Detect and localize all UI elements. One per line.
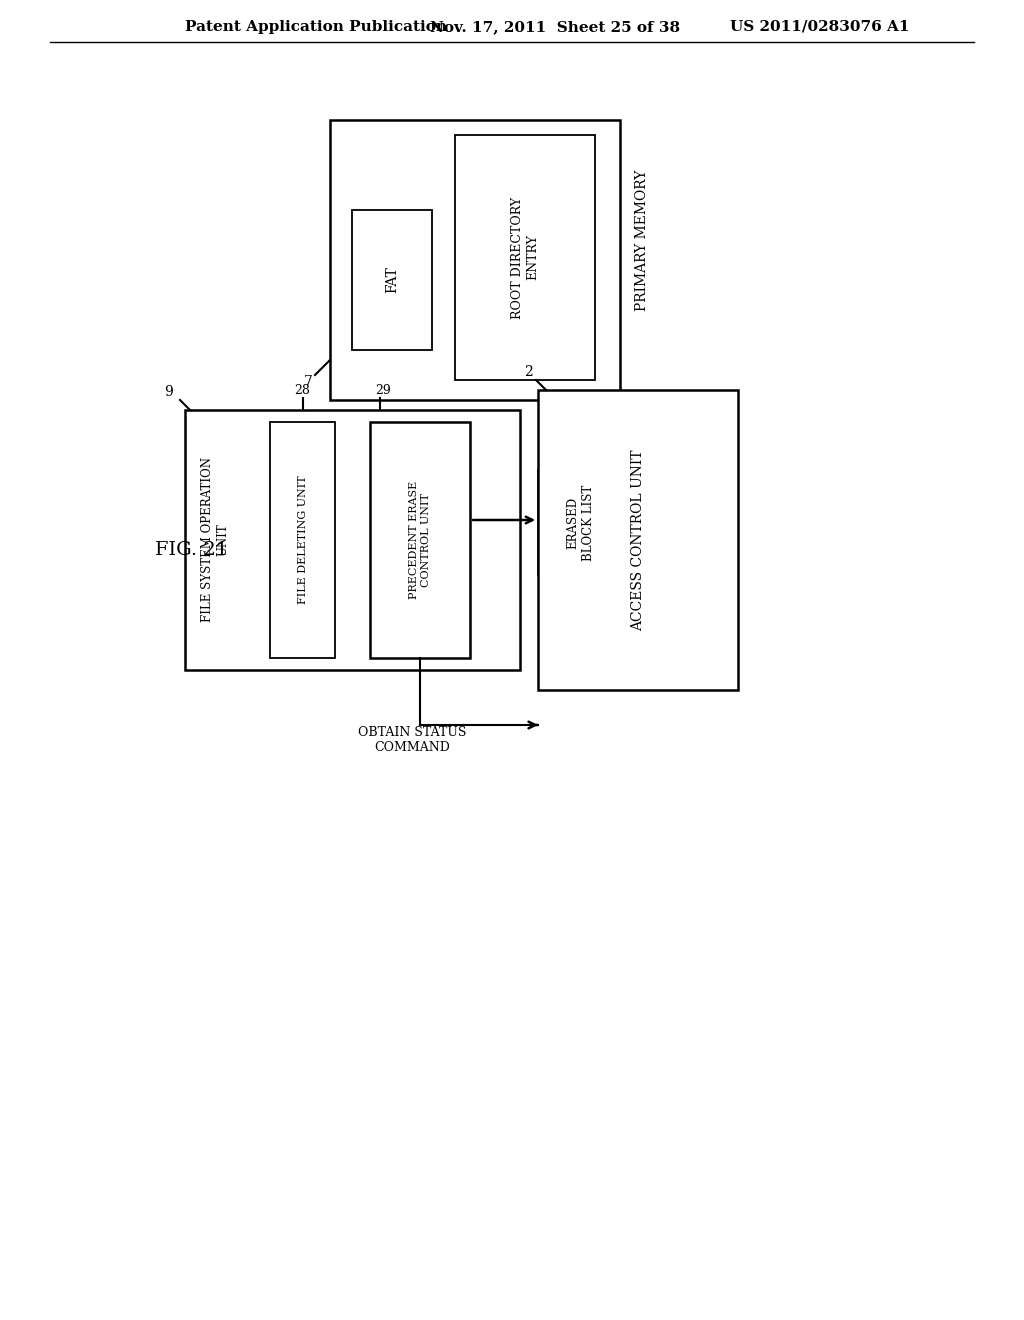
Bar (270, 422, 335, 657)
Bar (455, 135, 595, 380)
Text: FAT: FAT (385, 267, 399, 293)
Text: ROOT DIRECTORY
ENTRY: ROOT DIRECTORY ENTRY (511, 197, 539, 318)
Text: Patent Application Publication: Patent Application Publication (185, 20, 447, 34)
Bar (538, 389, 738, 690)
Text: PRECEDENT ERASE
CONTROL UNIT: PRECEDENT ERASE CONTROL UNIT (410, 480, 431, 599)
Bar (185, 411, 520, 671)
Bar (330, 120, 620, 400)
Text: 9: 9 (164, 385, 173, 399)
Text: Nov. 17, 2011  Sheet 25 of 38: Nov. 17, 2011 Sheet 25 of 38 (430, 20, 680, 34)
Text: 2: 2 (524, 366, 534, 379)
Text: FILE DELETING UNIT: FILE DELETING UNIT (298, 475, 307, 605)
Bar (370, 422, 470, 657)
Bar (352, 210, 432, 350)
Text: 29: 29 (375, 384, 391, 396)
Text: OBTAIN STATUS
COMMAND: OBTAIN STATUS COMMAND (358, 726, 467, 754)
Text: ERASED
BLOCK LIST: ERASED BLOCK LIST (566, 484, 595, 561)
Bar (538, 470, 623, 576)
Text: 7: 7 (303, 375, 312, 389)
Text: PRIMARY MEMORY: PRIMARY MEMORY (635, 169, 649, 310)
Text: US 2011/0283076 A1: US 2011/0283076 A1 (730, 20, 909, 34)
Text: FIG. 21: FIG. 21 (155, 541, 228, 558)
Text: 28: 28 (295, 384, 310, 396)
Text: FILE SYSTEM OPERATION
UNIT: FILE SYSTEM OPERATION UNIT (201, 458, 229, 623)
Text: ACCESS CONTROL UNIT: ACCESS CONTROL UNIT (631, 449, 645, 631)
